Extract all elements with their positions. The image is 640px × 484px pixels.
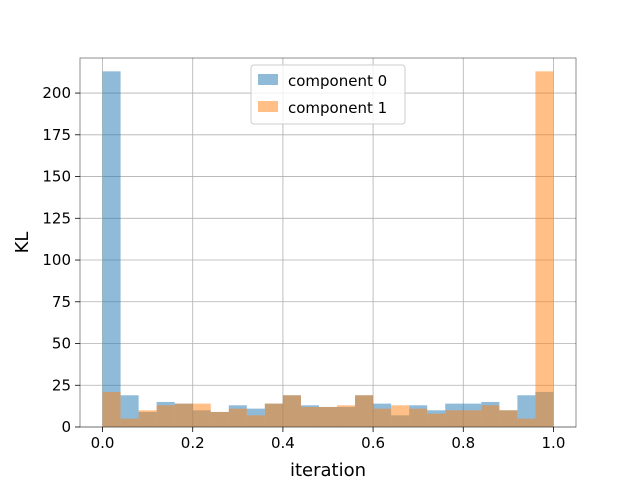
bar-component-1 xyxy=(102,391,121,427)
y-tick-label: 0 xyxy=(61,418,71,436)
y-axis-ticks: 0 25 50 75 100 125 150 175 200 xyxy=(42,84,80,436)
bar-component-1 xyxy=(120,418,139,427)
y-axis-label: KL xyxy=(12,232,33,254)
bar-component-0 xyxy=(102,71,121,427)
bar-component-1 xyxy=(445,410,464,427)
bar-component-1 xyxy=(210,411,229,427)
y-tick-label: 200 xyxy=(42,84,71,102)
x-axis-label: iteration xyxy=(290,460,366,480)
bar-component-1 xyxy=(174,403,193,427)
y-tick-label: 125 xyxy=(42,209,71,227)
x-tick-label: 0.0 xyxy=(91,434,115,452)
bar-component-1 xyxy=(463,410,482,427)
legend-label-component-0: component 0 xyxy=(288,72,387,90)
bar-component-1 xyxy=(318,406,338,427)
legend: component 0 component 1 xyxy=(250,64,406,125)
bar-component-1 xyxy=(138,410,157,427)
y-tick-label: 50 xyxy=(52,335,71,353)
plot-frame xyxy=(79,57,577,428)
y-tick-label: 100 xyxy=(42,251,71,269)
bar-component-1 xyxy=(192,403,211,427)
x-tick-label: 0.2 xyxy=(181,434,205,452)
x-tick-label: 0.6 xyxy=(361,434,385,452)
bar-component-1 xyxy=(427,413,446,427)
bar-component-1 xyxy=(337,405,356,427)
bar-component-1 xyxy=(409,408,428,427)
y-tick-label: 175 xyxy=(42,126,71,144)
legend-frame xyxy=(250,64,406,125)
y-tick-label: 25 xyxy=(52,376,71,394)
bar-component-1 xyxy=(517,418,536,427)
bar-component-1 xyxy=(246,415,265,427)
bar-component-1 xyxy=(228,408,247,427)
legend-label-component-1: component 1 xyxy=(288,99,387,117)
bar-component-1 xyxy=(373,408,392,427)
bar-component-1 xyxy=(300,406,319,427)
x-axis-ticks: 0.0 0.2 0.4 0.6 0.8 1.0 xyxy=(91,427,566,452)
bar-component-1 xyxy=(481,405,500,427)
bar-component-1 xyxy=(391,405,410,427)
bar-component-1 xyxy=(499,410,518,427)
legend-swatch-component-1 xyxy=(258,101,278,112)
bar-component-1 xyxy=(282,395,301,427)
bar-component-1 xyxy=(156,405,175,427)
x-tick-label: 1.0 xyxy=(542,434,566,452)
x-tick-label: 0.4 xyxy=(271,434,295,452)
y-tick-label: 75 xyxy=(52,293,71,311)
y-tick-label: 150 xyxy=(42,168,71,186)
x-tick-label: 0.8 xyxy=(451,434,475,452)
bar-component-1 xyxy=(355,395,374,427)
bar-component-1 xyxy=(535,71,554,427)
bars xyxy=(102,71,554,427)
legend-swatch-component-0 xyxy=(258,74,278,85)
bar-component-1 xyxy=(264,403,283,427)
